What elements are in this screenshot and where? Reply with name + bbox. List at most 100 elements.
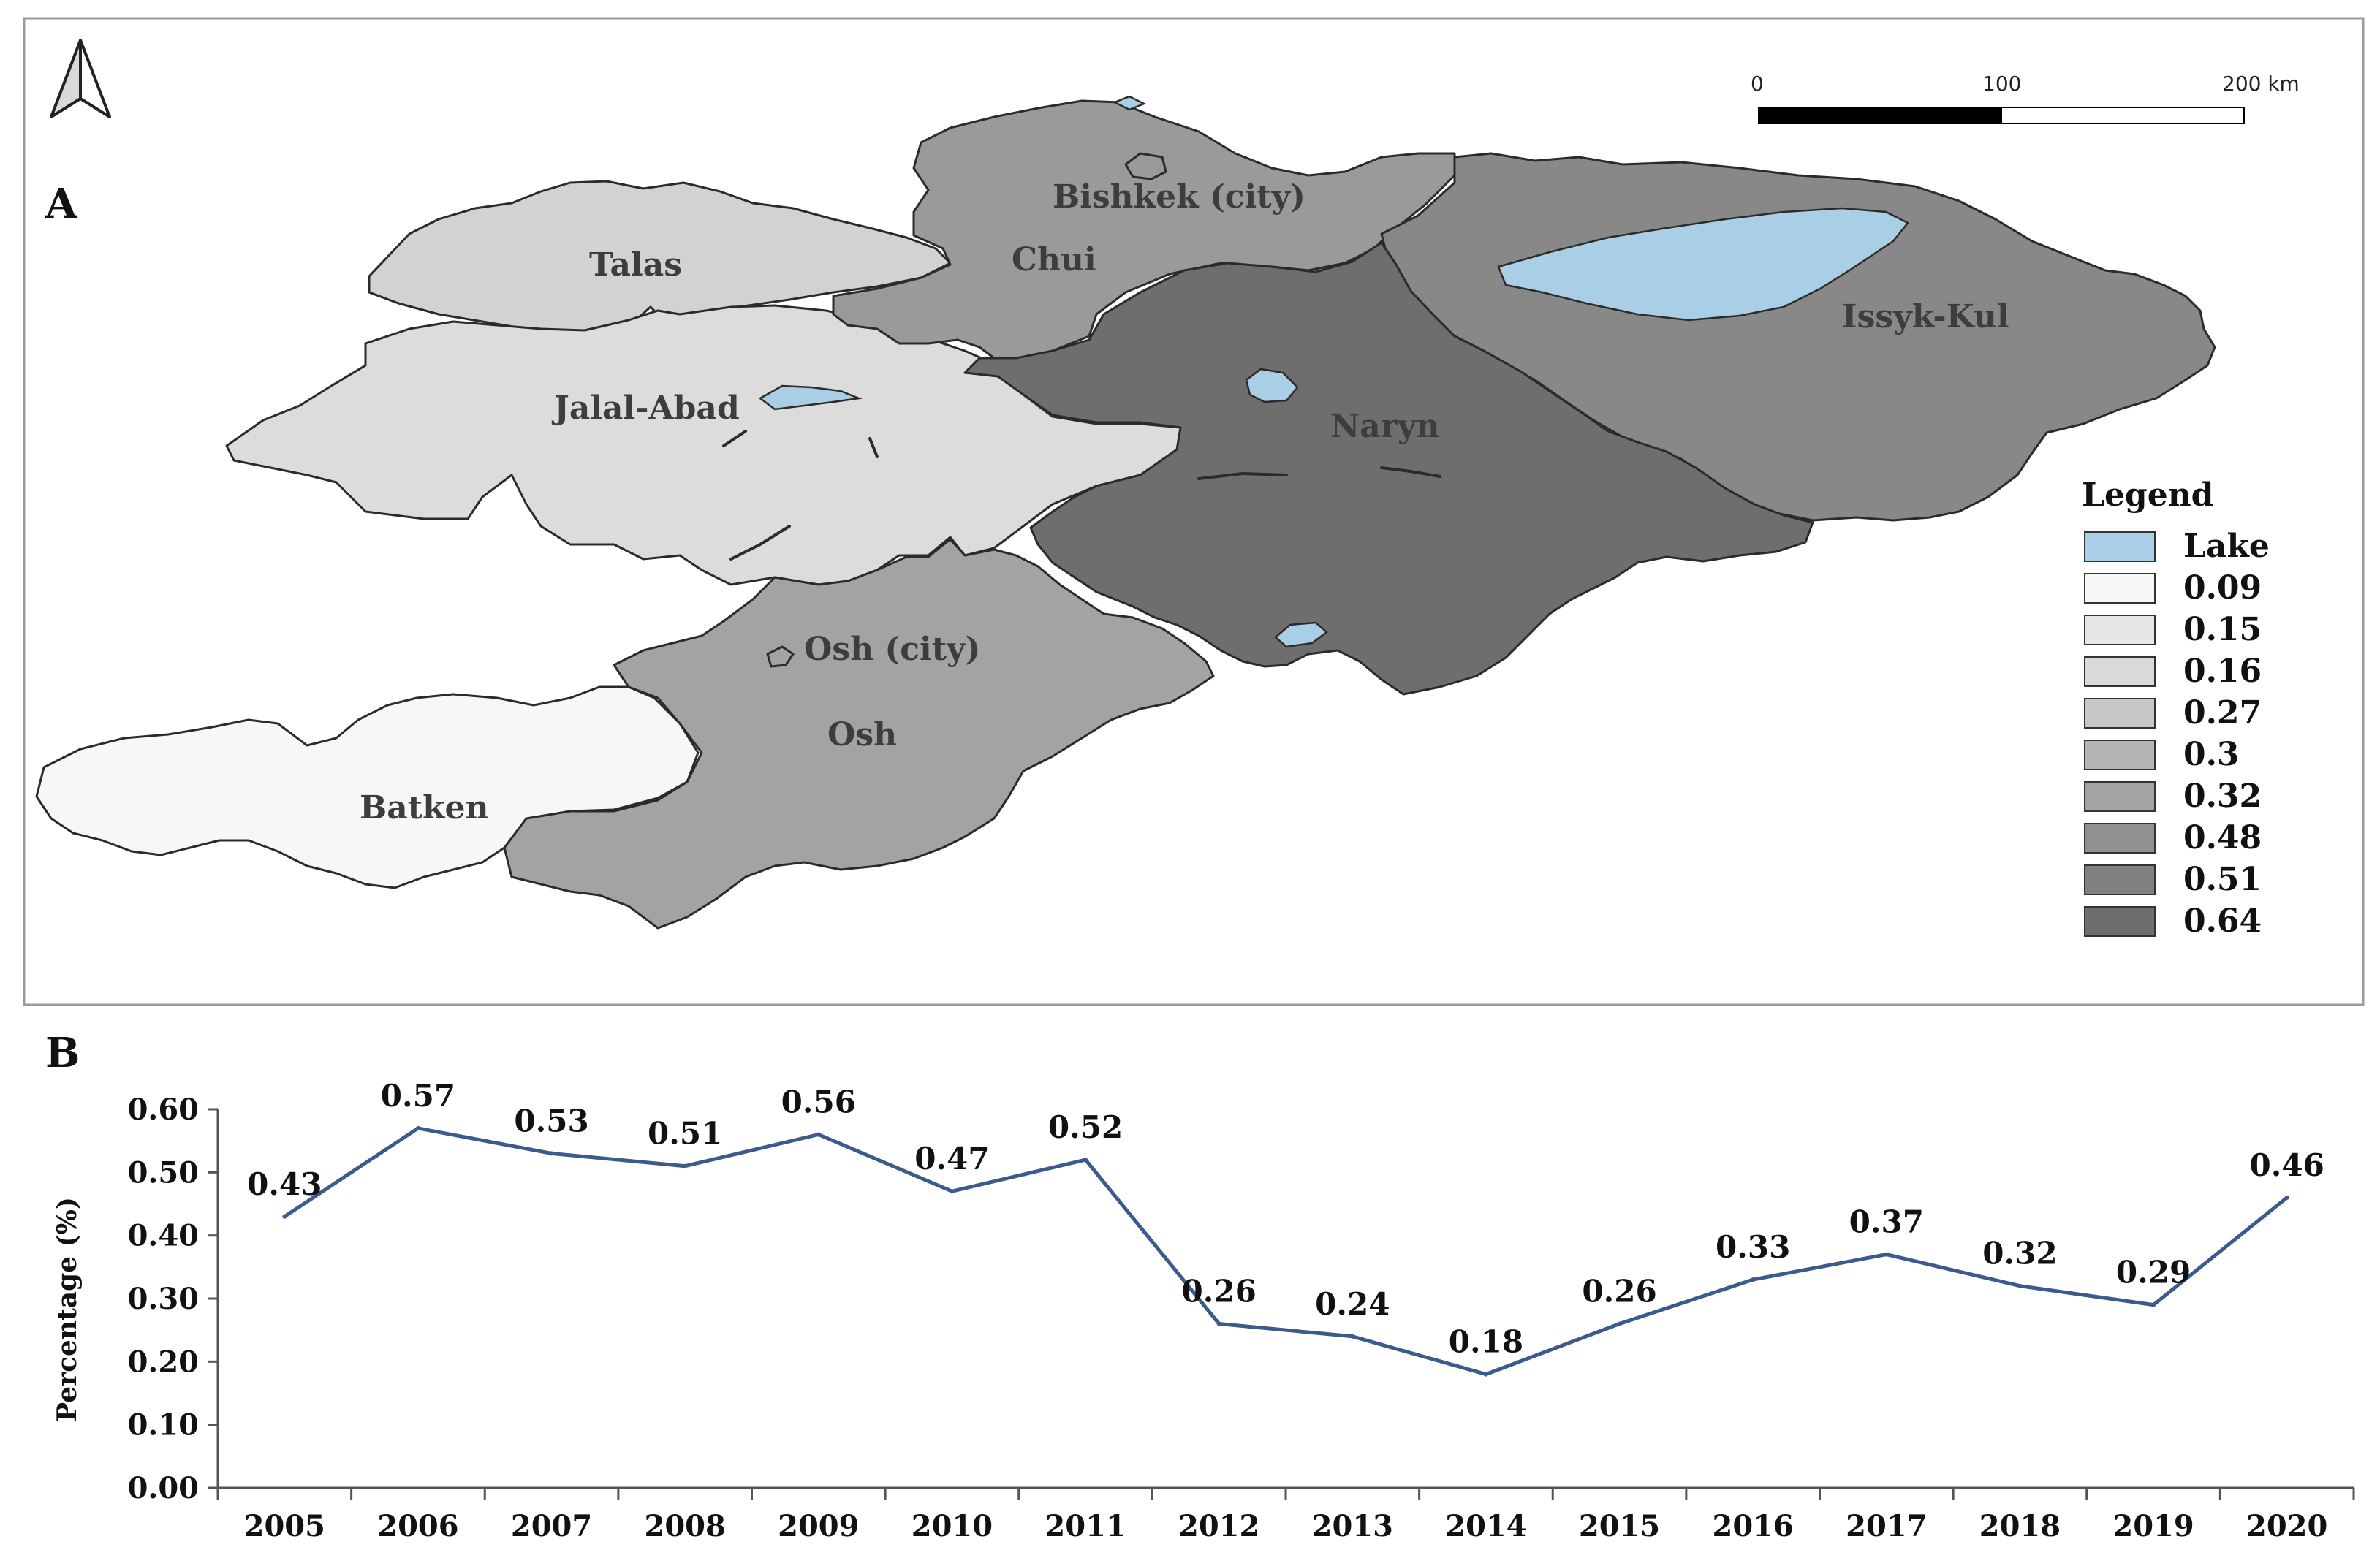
series-line [283,1126,2289,1377]
y-tick-label: 0.30 [128,1282,199,1316]
chart-axes: 0.00 0.10 0.20 0.30 0.40 0.50 0.60 2005 2006 2007… [128,1092,2355,1543]
x-tick-label: 2019 [2112,1509,2194,1543]
data-label: 0.32 [1982,1236,2057,1272]
label-naryn: Naryn [1330,408,1439,445]
scale-label-0: 0 [1751,72,1764,96]
map-panel-letter: A [45,180,78,228]
lake-toktogul [758,384,863,411]
chart-panel-letter: B [45,1029,80,1077]
legend-label-6: 0.32 [2183,778,2262,815]
legend-label-2: 0.15 [2183,611,2262,648]
x-tick-label: 2016 [1713,1509,1794,1543]
y-tick-label: 0.10 [128,1408,199,1443]
legend-swatch-3 [2084,656,2156,687]
data-label: 0.56 [781,1084,856,1120]
river-jalal-abad-1 [722,430,747,447]
river-jalal-abad-2 [729,525,791,560]
legend-swatch-0 [2084,531,2156,562]
data-point [549,1151,554,1156]
data-point [816,1132,821,1137]
x-tick-label: 2008 [645,1509,726,1543]
legend-label-8: 0.51 [2183,861,2262,898]
region-batken [35,685,700,889]
label-talas: Talas [589,246,682,284]
data-label: 0.51 [648,1116,722,1152]
x-tick-label: 2015 [1579,1509,1660,1543]
legend-swatch-9 [2084,906,2156,937]
legend-items: Lake 0.09 0.15 0.16 0.27 0.3 0.32 0.48 0.51 0.64 [2084,528,2270,940]
scale-bar-black-segment [1758,107,2002,124]
x-tick-label: 2007 [511,1509,592,1543]
data-point [950,1189,955,1194]
y-tick-label: 0.40 [128,1219,199,1253]
data-point [1483,1372,1488,1377]
data-point [282,1214,287,1219]
legend-swatch-6 [2084,781,2156,812]
data-point [1083,1158,1088,1163]
legend-swatch-4 [2084,698,2156,729]
data-label: 0.57 [381,1078,455,1114]
x-tick-label: 2018 [1979,1509,2061,1543]
data-point [2017,1283,2023,1288]
data-label: 0.18 [1449,1324,1523,1360]
lakes [758,95,1909,648]
data-label: 0.37 [1849,1204,1924,1240]
y-tick-label: 0.50 [128,1155,199,1190]
x-tick-label: 2006 [377,1509,458,1543]
scale-bar: 0 100 200 km [1751,72,2300,124]
label-batken: Batken [360,789,489,826]
legend-label-1: 0.09 [2183,569,2262,607]
x-tick-label: 2009 [778,1509,859,1543]
legend-swatch-1 [2084,573,2156,604]
data-label: 0.52 [1048,1109,1123,1145]
data-label: 0.47 [914,1141,989,1177]
data-point [1617,1321,1622,1326]
data-label: 0.43 [247,1166,322,1202]
y-tick-label: 0.00 [128,1471,199,1505]
label-bishkek-city: Bishkek (city) [1053,178,1305,216]
scale-label-100: 100 [1982,72,2021,96]
label-jalal-abad: Jalal-Abad [551,390,740,427]
map-legend: Legend Lake 0.09 0.15 0.16 0.27 0.3 0.32 0.48 0.… [2082,476,2270,940]
lake-song-kul [1245,368,1299,403]
legend-swatch-5 [2084,740,2156,770]
legend-swatch-8 [2084,864,2156,895]
data-point [1751,1277,1756,1282]
chart-marks: 0.43 0.57 0.53 0.51 0.56 0.47 0.52 0.26 0.24 0.18… [247,1078,2324,1377]
scale-label-200: 200 km [2222,72,2300,96]
data-label: 0.26 [1182,1274,1257,1310]
x-tick-label: 2011 [1045,1509,1126,1543]
north-arrow-icon [50,39,111,118]
legend-label-7: 0.48 [2183,819,2262,856]
x-tick-label: 2012 [1178,1509,1259,1543]
data-label: 0.33 [1716,1229,1790,1265]
legend-label-5: 0.3 [2183,736,2240,773]
label-chui: Chui [1012,241,1096,278]
scale-bar-white-segment [2001,107,2245,124]
x-tick-label: 2010 [912,1509,993,1543]
lake-chatyr-kul [1274,621,1328,648]
rivers [722,430,1441,560]
lake-bishkek [1112,95,1147,111]
label-osh-city: Osh (city) [804,631,980,668]
legend-swatch-2 [2084,615,2156,645]
data-point [1884,1252,1889,1257]
data-label: 0.53 [514,1103,588,1139]
region-osh-city [766,645,795,668]
data-point [1216,1321,1221,1326]
legend-label-3: 0.16 [2183,653,2262,690]
x-tick-label: 2017 [1846,1509,1927,1543]
lake-issyk-kul [1497,207,1909,322]
river-naryn-2 [1380,466,1441,478]
data-point [2284,1195,2289,1200]
legend-swatch-7 [2084,823,2156,854]
legend-title: Legend [2082,476,2213,514]
region-bishkek-city [1124,152,1167,180]
x-tick-label: 2020 [2246,1509,2327,1543]
river-naryn-1 [1197,471,1288,480]
label-osh: Osh [827,716,897,753]
y-tick-label: 0.20 [128,1345,199,1379]
y-tick-label: 0.60 [128,1092,199,1127]
x-tick-label: 2005 [244,1509,325,1543]
